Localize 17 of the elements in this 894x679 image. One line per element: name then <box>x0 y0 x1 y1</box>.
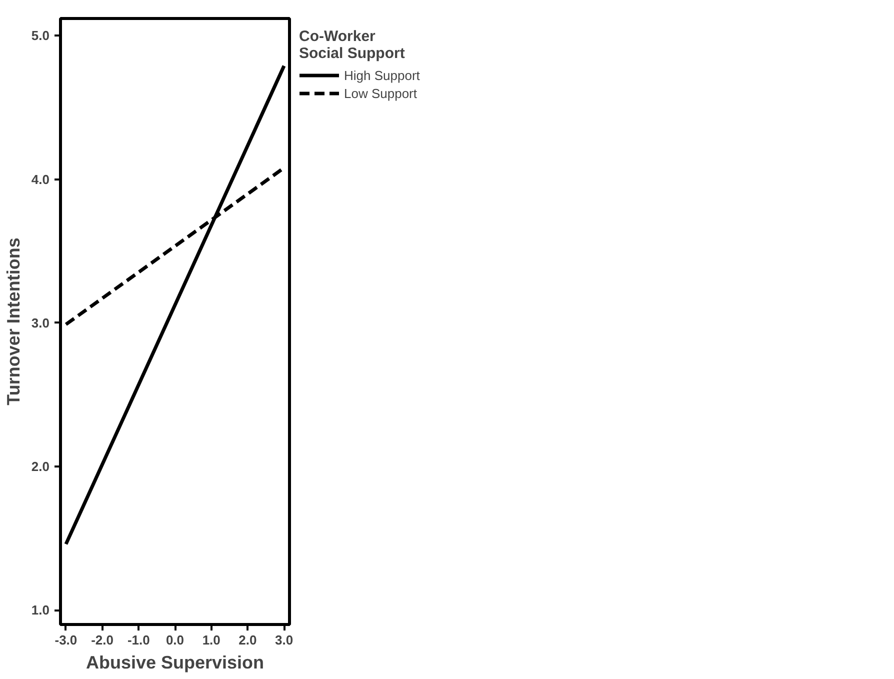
y-tick-label: 3.0 <box>31 315 50 330</box>
x-tick-label: 0.0 <box>166 632 184 648</box>
y-tick-label: 2.0 <box>31 459 50 474</box>
y-tick-label: 5.0 <box>31 28 50 44</box>
x-tick-label: -1.0 <box>127 632 150 648</box>
y-axis-title: Turnover Intentions <box>3 238 24 406</box>
legend-label: Low Support <box>344 85 417 101</box>
legend-label: High Support <box>344 67 420 83</box>
x-tick-label: -2.0 <box>91 632 114 648</box>
y-tick-label: 1.0 <box>31 602 50 618</box>
x-tick-label: 1.0 <box>202 632 220 648</box>
legend-title: Co-Worker Social Support <box>299 28 406 62</box>
x-tick-label: -3.0 <box>54 632 78 648</box>
y-tick-label: 4.0 <box>31 172 50 187</box>
x-tick-label: 2.0 <box>238 632 257 648</box>
x-axis-title: Abusive Supervision <box>86 652 264 672</box>
x-tick-label: 3.0 <box>275 632 294 648</box>
